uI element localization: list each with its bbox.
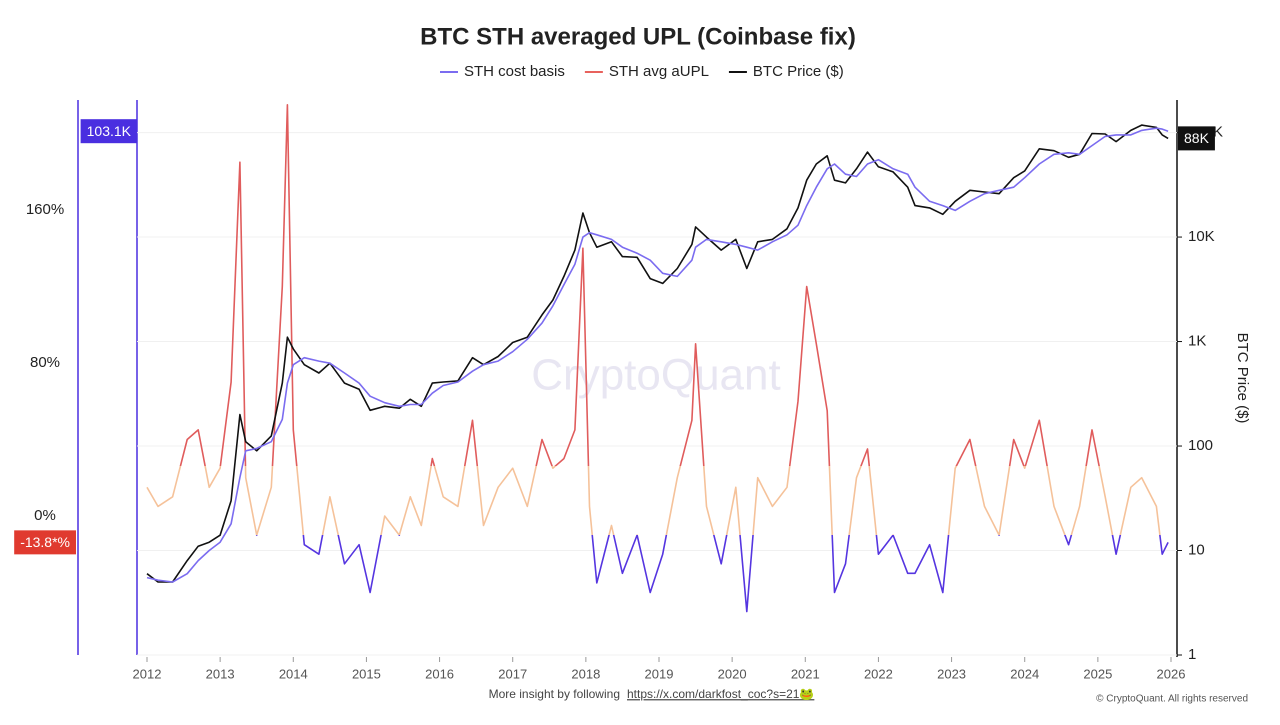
footer-text: More insight by following	[489, 687, 620, 701]
chart-title: BTC STH averaged UPL (Coinbase fix)	[420, 23, 856, 50]
x-tick-label: 2019	[645, 666, 674, 681]
value-badge: 103.1K	[80, 119, 137, 144]
y2-tick-label: 100	[1188, 437, 1213, 454]
y-tick-label: 160%	[26, 201, 64, 218]
x-tick-label: 2012	[133, 666, 162, 681]
x-tick-label: 2022	[864, 666, 893, 681]
y2-tick-label: 1	[1188, 646, 1196, 663]
badge-label: 103.1K	[87, 123, 132, 139]
y-tick-label: 80%	[30, 354, 60, 371]
x-tick-label: 2015	[352, 666, 381, 681]
x-tick-label: 2024	[1010, 666, 1039, 681]
value-badge: 88K	[1178, 126, 1215, 151]
legend-label: BTC Price ($)	[753, 63, 844, 80]
series-line	[146, 127, 1169, 583]
x-tick-label: 2013	[206, 666, 235, 681]
x-tick-label: 2014	[279, 666, 308, 681]
y2-tick-label: 10K	[1188, 228, 1215, 245]
x-tick-label: 2020	[718, 666, 747, 681]
legend: STH cost basis STH avg aUPL BTC Price ($)	[440, 63, 844, 80]
x-tick-label: 2025	[1083, 666, 1112, 681]
legend-label: STH cost basis	[464, 63, 565, 80]
badge-label: -13.8*%	[20, 534, 70, 550]
watermark: CryptoQuant	[531, 351, 780, 400]
badge-label: 88K	[1184, 130, 1210, 146]
badge-box	[14, 530, 76, 555]
x-tick-label: 2017	[498, 666, 527, 681]
footer-link[interactable]: https://x.com/darkfost_coc?s=21🐸	[627, 687, 814, 701]
y2-tick-label: 10	[1188, 541, 1205, 558]
value-badge: -13.8*%	[14, 530, 76, 555]
x-tick-label: 2016	[425, 666, 454, 681]
y-tick-label: 0%	[34, 507, 56, 524]
y2-tick-label: 1K	[1188, 333, 1206, 350]
x-tick-label: 2023	[937, 666, 966, 681]
x-tick-label: 2026	[1157, 666, 1186, 681]
copyright: © CryptoQuant. All rights reserved	[1096, 694, 1248, 705]
legend-label: STH avg aUPL	[609, 63, 709, 80]
y2-axis-title: BTC Price ($)	[1234, 333, 1251, 424]
badge-box	[1178, 126, 1215, 151]
series-line	[146, 124, 1169, 583]
x-tick-label: 2021	[791, 666, 820, 681]
badge-box	[80, 119, 137, 144]
x-tick-label: 2018	[571, 666, 600, 681]
series-line	[146, 104, 1169, 613]
